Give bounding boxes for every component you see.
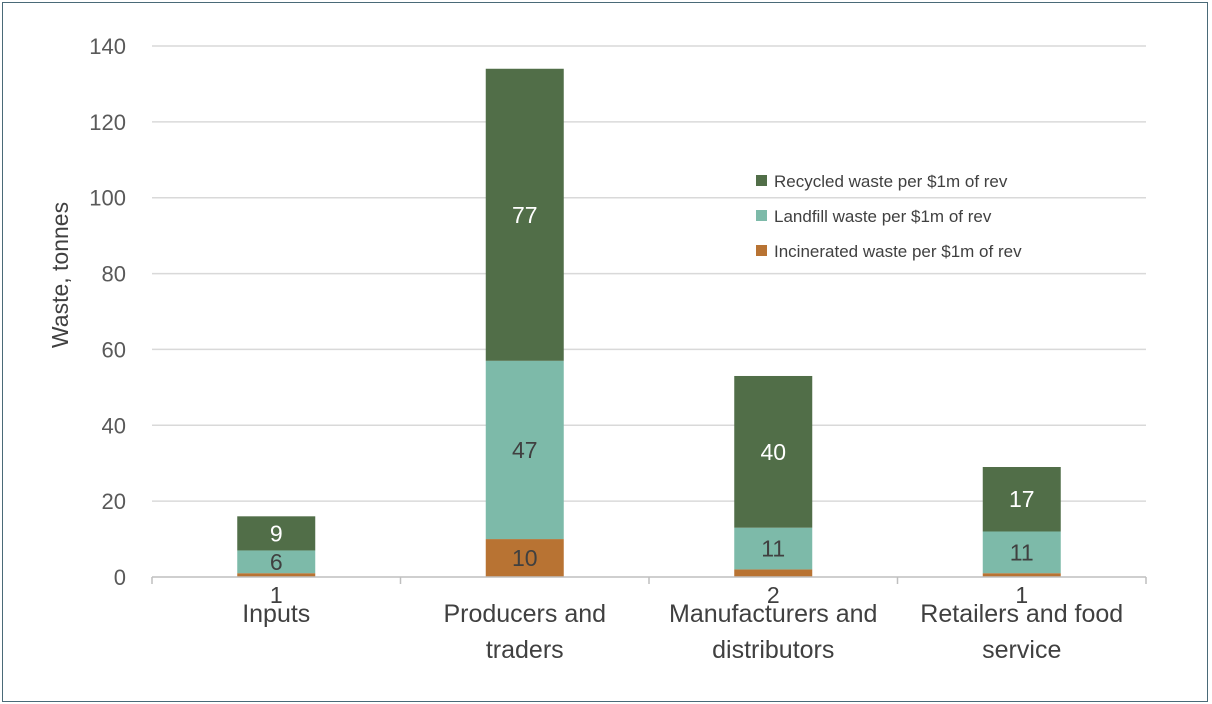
x-category-label: Manufacturers and (669, 600, 877, 628)
y-tick-label: 100 (89, 186, 126, 211)
legend-swatch (756, 175, 767, 186)
data-label: 11 (1010, 539, 1034, 565)
legend-swatch (756, 210, 767, 221)
x-category-label: Retailers and food (920, 600, 1123, 628)
x-category-label: Producers and (443, 600, 606, 628)
y-tick-label: 60 (102, 337, 126, 362)
y-axis-label: Waste, tonnes (47, 202, 73, 348)
x-category-label: traders (486, 636, 564, 664)
bar-segment (734, 569, 813, 577)
data-label: 77 (512, 202, 538, 228)
bar-segment (982, 573, 1061, 577)
x-category-label: service (982, 636, 1061, 664)
data-label: 9 (270, 520, 283, 546)
data-label: 40 (760, 439, 786, 465)
legend-label: Incinerated waste per $1m of rev (774, 242, 1022, 261)
bar-segment (485, 360, 564, 540)
x-category-label: distributors (712, 636, 834, 664)
legend: Recycled waste per $1m of rev Landfill wa… (756, 172, 1022, 261)
bar-segment (734, 375, 813, 528)
bar-segment (734, 527, 813, 570)
bar-segment (485, 539, 564, 577)
x-category-label: Inputs (242, 600, 310, 628)
data-label: 6 (270, 549, 283, 575)
y-tick-label: 80 (102, 262, 126, 287)
bar-segment (237, 550, 316, 574)
y-tick-label: 20 (102, 489, 126, 514)
bar-segment (982, 467, 1061, 532)
y-tick-label: 0 (114, 565, 126, 590)
data-label: 2 (767, 582, 780, 608)
data-label: 17 (1009, 486, 1035, 512)
data-label: 47 (512, 437, 538, 463)
bar-segment (982, 531, 1061, 574)
data-label: 11 (761, 536, 785, 562)
gridlines (152, 45, 1146, 502)
y-tick-label: 120 (89, 110, 126, 135)
data-label: 1 (270, 582, 283, 608)
data-label: 10 (512, 545, 538, 571)
data-label: 1 (1015, 582, 1028, 608)
y-tick-label: 140 (89, 34, 126, 59)
legend-label: Recycled waste per $1m of rev (774, 172, 1008, 191)
legend-swatch (756, 245, 767, 256)
bar-segment (485, 68, 564, 361)
legend-label: Landfill waste per $1m of rev (774, 207, 992, 226)
bar-segment (237, 573, 316, 577)
y-tick-label: 40 (102, 413, 126, 438)
bar-segment (237, 516, 316, 551)
